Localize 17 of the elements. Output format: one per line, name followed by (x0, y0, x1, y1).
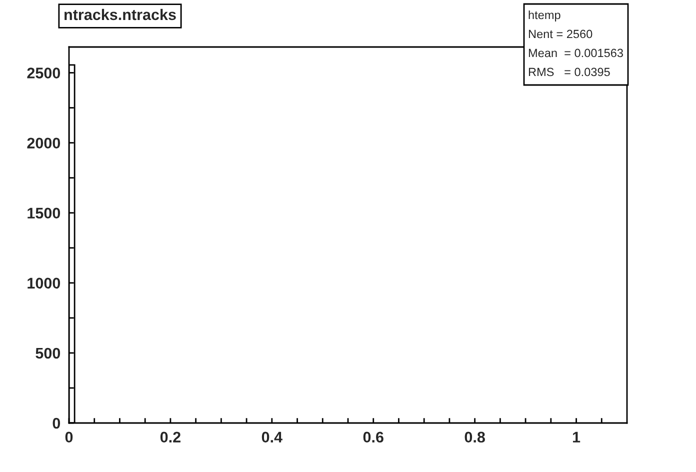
y-tick-label: 500 (36, 348, 60, 359)
annotation: RMS = 0.0395 (528, 68, 610, 76)
chart-title: ntracks.ntracks (64, 8, 176, 20)
x-tick-label: 0.8 (464, 432, 485, 443)
text: Nent = 2560 (528, 30, 592, 38)
text: htemp (528, 10, 560, 22)
y-tick-label: 1000 (28, 278, 60, 289)
y-tick-label: 2500 (27, 68, 60, 78)
x-tick-label: 0.6 (363, 432, 384, 443)
x-tick-label: 0.4 (262, 432, 282, 443)
x-tick-label: 0 (65, 432, 73, 443)
y-tick-label: 2000 (27, 138, 60, 149)
annotation: Mean = 0.001563 (528, 48, 623, 58)
y-tick-label: 1500 (28, 208, 60, 219)
x-tick-label: 1 (572, 432, 580, 442)
x-tick-label: 0.2 (160, 432, 180, 443)
y-tick-label: 0 (52, 418, 60, 429)
